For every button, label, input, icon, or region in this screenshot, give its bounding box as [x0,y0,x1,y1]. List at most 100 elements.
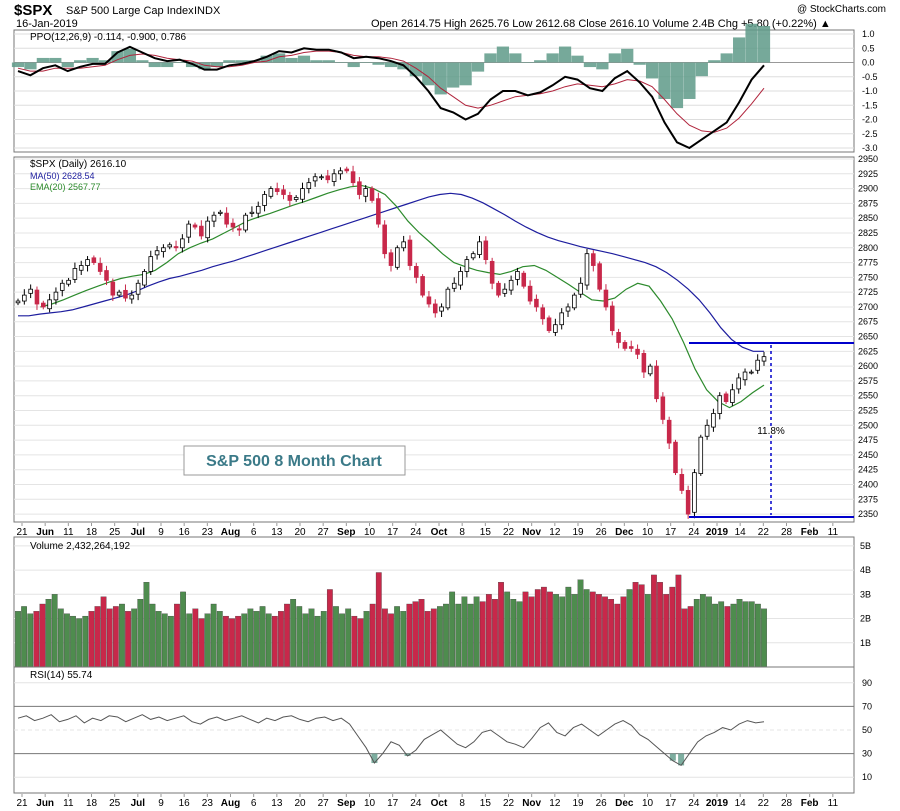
volume-bar [241,613,248,668]
candle-body [85,259,90,266]
x-axis-label: 8 [459,527,465,538]
ppo-line [17,45,765,150]
volume-bar [657,582,663,668]
x-axis-label: Oct [431,527,448,538]
ppo-tick-label: -1.5 [862,100,878,110]
volume-bar [302,613,309,668]
ppo-histogram-bar [509,53,522,63]
x-axis-top: 21 Jun 11 18 25 Jul 9 16 23 Aug 6 13 20 27 Sep 10 17 24 Oc… [16,523,838,538]
rally-percent-label: 11.8% [757,426,785,437]
volume-bar [88,611,95,668]
volume-bar [314,615,321,668]
candle-body [350,171,356,184]
volume-bar [437,606,443,668]
volume-tick-label: 4B [860,565,871,575]
volume-bar [21,606,27,668]
price-tick-label: 2475 [858,435,878,445]
volume-tick-label: 3B [860,589,871,599]
candle-body [616,331,621,343]
title-box-text: S&P 500 8 Month Chart [206,453,382,470]
candle-body [534,298,539,308]
volume-bar [369,603,376,668]
volume-bar [137,599,144,668]
index-name: S&P 500 Large Cap Index [66,5,194,17]
candle-body [249,211,255,214]
candle-body [319,176,324,179]
ppo-histogram-bar [347,62,360,68]
price-tick-label: 2675 [858,317,878,327]
volume-bar [626,589,633,668]
rsi-panel: 90 70 50 30 10 RSI(14) 55.74 [13,666,872,794]
candle-body [496,282,501,296]
candle-body [647,365,653,375]
candle-body [445,288,451,309]
chart-date: 16-Jan-2019 [16,18,78,30]
rsi-oversold-fill [669,753,676,761]
candle-body [41,302,46,308]
candle-body [483,240,489,261]
candle-body [15,300,21,304]
candle-body [559,312,564,326]
candle-body [553,324,558,333]
x-axis-label: Oct [431,798,448,809]
volume-bar [112,606,119,668]
ppo-histogram-bar [285,57,298,63]
candle-body [287,194,293,201]
volume-bar [516,601,523,668]
volume-bar [271,615,278,668]
ppo-histogram-bar [198,62,211,70]
ppo-histogram-bar [496,46,510,63]
x-axis-label: 18 [86,527,98,538]
volume-bar [186,613,193,668]
x-axis-label: 20 [294,798,306,809]
candle-body [28,288,33,294]
candle-body [711,413,716,428]
volume-bar [638,584,645,668]
x-axis-label: 10 [642,527,654,538]
ppo-histogram-bar [210,62,224,68]
ppo-histogram-bar [98,60,112,63]
ppo-panel: 1.0 0.5 0.0 -0.5 -1.0 -1.5 -2.0 -2.5 -3.0 PPO(12… [11,23,878,153]
volume-bar [27,613,34,668]
candle-body [142,271,147,286]
candle-body [414,266,419,278]
candle-body [331,173,337,182]
volume-bar [64,613,70,668]
ppo-histogram-bar [596,62,609,70]
candle-body [692,472,697,513]
candle-body [704,424,710,437]
price-tick-label: 2775 [858,258,878,268]
volume-bar [333,606,339,668]
candle-body [116,291,122,296]
x-axis-label: 11 [828,798,839,809]
x-axis-label: 14 [735,798,747,809]
candle-body [622,342,628,349]
volume-bar [669,586,676,668]
x-axis-label: 25 [109,798,121,809]
ppo-histogram-bar [310,60,323,63]
volume-bar [70,615,76,668]
volume-bar [522,591,529,668]
volume-bar [375,572,382,668]
ppo-histogram-bar [571,55,584,63]
price-panel: 2950 2925 2900 2875 2850 2825 2800 2775 2750 2725… [13,154,878,523]
candle-body [546,317,552,332]
candle-body [199,225,204,237]
ppo-tick-label: -2.0 [862,115,878,125]
candle-body [628,346,634,349]
ppo-legend: PPO(12,26,9) -0.114, -0.900, 0.786 [30,32,186,43]
volume-bar [461,596,468,668]
candle-body [502,288,508,294]
volume-bar [33,611,40,668]
volume-bar [290,599,297,668]
candle-body [344,168,350,172]
volume-bar [559,596,566,668]
volume-bar [730,603,737,668]
x-axis-label: 22 [758,527,770,538]
x-axis-label: 25 [109,527,121,538]
ppo-histogram-bar [61,62,74,68]
credit-label[interactable]: @ StockCharts.com [797,4,886,15]
x-axis-label: 13 [271,527,283,538]
candle-body [666,419,672,444]
